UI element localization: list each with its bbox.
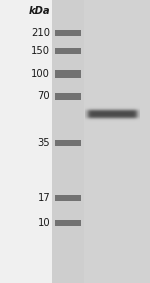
Bar [55,48,81,54]
Bar [55,30,81,36]
Text: 100: 100 [31,69,50,79]
Text: kDa: kDa [29,6,50,16]
Text: 35: 35 [38,138,50,148]
Bar [55,140,81,146]
Bar [55,220,81,226]
Text: 17: 17 [38,193,50,203]
Text: 70: 70 [38,91,50,101]
Bar [52,0,84,283]
Text: 150: 150 [31,46,50,56]
Bar [55,93,81,100]
Text: 210: 210 [31,28,50,38]
Bar [55,70,81,78]
Text: 10: 10 [38,218,50,228]
Bar [52,0,150,283]
Bar [55,195,81,201]
